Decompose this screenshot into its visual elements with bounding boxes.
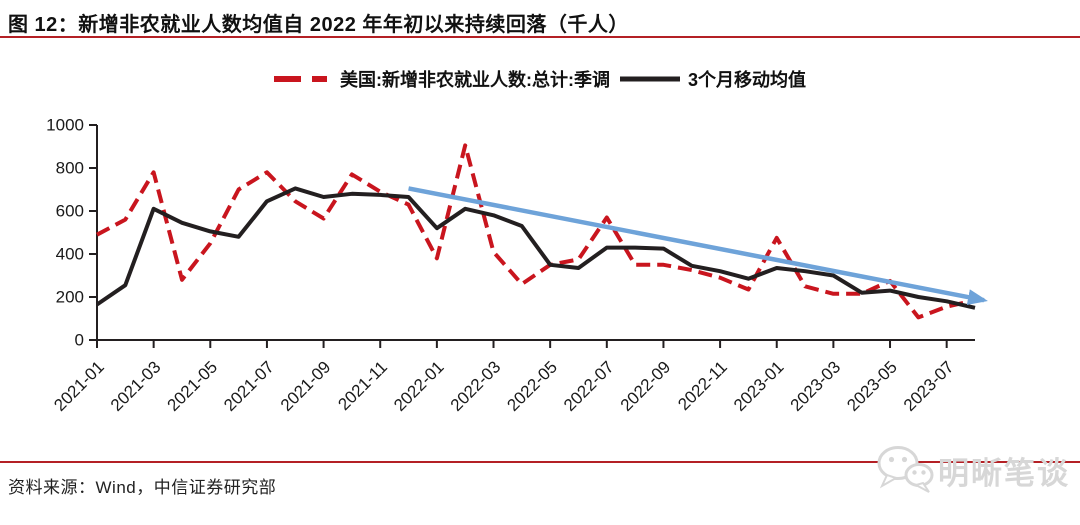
title-underline (0, 36, 1080, 38)
y-axis-label: 400 (56, 245, 84, 264)
x-axis-label: 2021-11 (334, 357, 391, 414)
legend-item-moving-average: 3个月移动均值 (619, 66, 806, 92)
legend-label-moving-average: 3个月移动均值 (687, 70, 806, 90)
y-axis-label: 800 (56, 159, 84, 178)
x-axis-label: 2021-03 (107, 357, 165, 415)
x-axis-label: 2022-03 (447, 357, 505, 415)
wechat-icon (877, 446, 934, 493)
x-axis-label: 2023-01 (730, 357, 788, 415)
legend-black-line-icon (619, 76, 680, 82)
watermark: 明晰笔谈 (876, 444, 1070, 496)
x-axis-label: 2021-01 (50, 357, 108, 415)
x-axis-label: 2023-03 (787, 357, 845, 415)
x-axis-label: 2021-07 (220, 357, 278, 415)
chart-area: 0 200 400 600 800 1000 2021-01 2021-03 2021-05 20… (0, 100, 1080, 435)
x-axis-label: 2023-05 (843, 357, 901, 415)
x-axis-label: 2022-01 (390, 357, 448, 415)
x-axis-label: 2022-05 (503, 357, 561, 415)
x-axis-label: 2021-09 (277, 357, 335, 415)
axes (96, 125, 975, 341)
watermark-text: 明晰笔谈 (938, 455, 1070, 491)
source-note: 资料来源：Wind，中信证券研究部 (8, 478, 277, 497)
x-axis-label: 2022-07 (560, 357, 618, 415)
y-axis-label: 0 (75, 331, 84, 350)
x-axis-label: 2022-09 (617, 357, 675, 415)
x-axis-label: 2023-07 (900, 357, 958, 415)
trend-arrow (408, 186, 988, 306)
y-axis-label: 1000 (46, 116, 84, 135)
legend-item-payrolls: 美国:新增非农就业人数:总计:季调 (274, 66, 610, 92)
payrolls-series-line (96, 143, 976, 320)
x-axis-label: 2022-11 (674, 357, 731, 414)
x-axis-label: 2021-05 (164, 357, 222, 415)
chart-legend: 美国:新增非农就业人数:总计:季调 3个月移动均值 (0, 66, 1080, 92)
y-axis-label: 600 (56, 202, 84, 221)
y-axis-label: 200 (56, 288, 84, 307)
figure-title: 图 12：新增非农就业人数均值自 2022 年年初以来持续回落（千人） (8, 14, 629, 36)
legend-red-dash-icon (274, 76, 332, 82)
moving-average-series-line (95, 186, 976, 310)
footer-divider (0, 461, 1080, 463)
legend-label-payrolls: 美国:新增非农就业人数:总计:季调 (340, 70, 610, 90)
